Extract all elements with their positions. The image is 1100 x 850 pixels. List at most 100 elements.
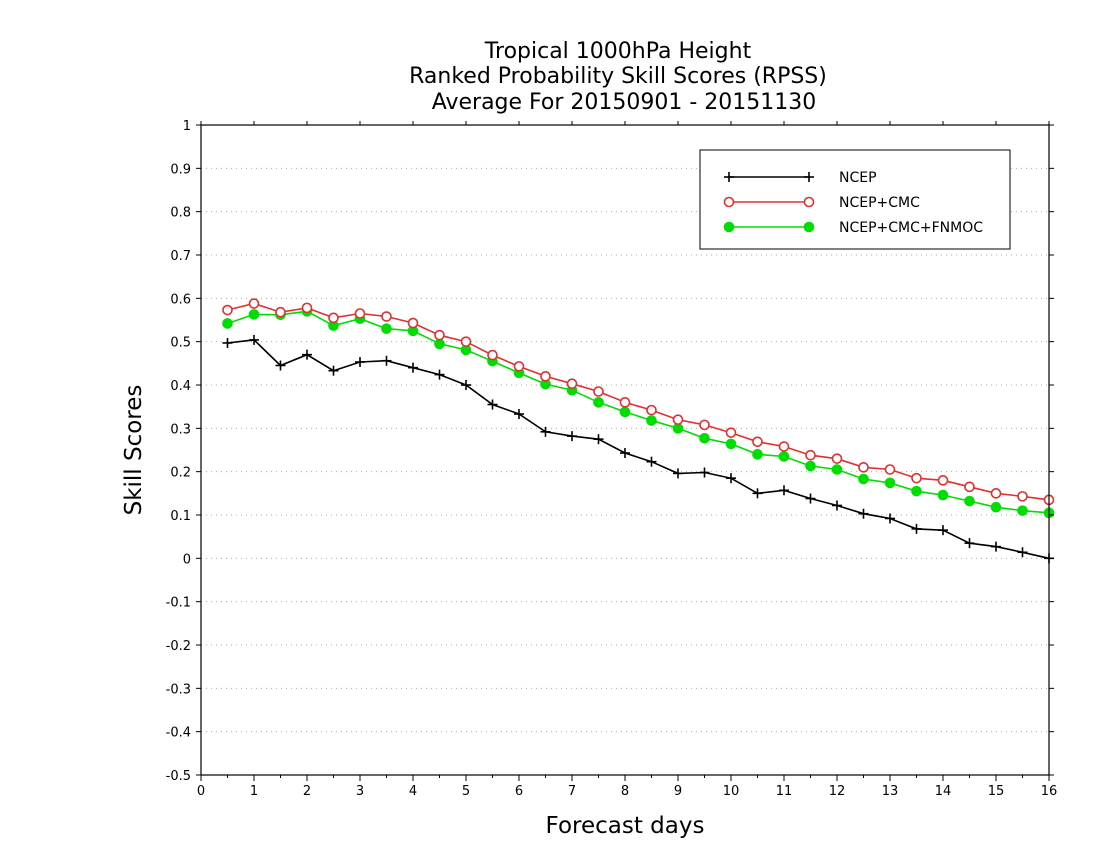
- x-tick-label: 14: [935, 784, 952, 799]
- data-point-ncep: [779, 485, 789, 496]
- data-point-ncep-cmc-fnmoc: [805, 460, 816, 472]
- axes: -0.5 -0.4 -0.3 -0.2 -0.1 0 0.1 0.2 0.3 0.4 0.5 0.6 0…: [166, 119, 1058, 799]
- data-point-ncep-cmc-fnmoc: [990, 501, 1002, 513]
- y-tick-label: 0.4: [170, 379, 191, 394]
- y-tick-label: -0.4: [166, 726, 191, 741]
- legend-item-ncep: NCEP: [724, 170, 877, 186]
- legend-item-ncep-cmc-fnmoc: NCEP+CMC+FNMOC: [723, 220, 983, 236]
- x-axis-label: Forecast days: [546, 813, 705, 839]
- x-tick-label: 5: [462, 784, 470, 799]
- data-point-ncep-cmc-fnmoc: [222, 318, 233, 329]
- data-point-ncep-cmc-fnmoc: [646, 415, 657, 426]
- y-tick-label: 0.1: [170, 509, 191, 524]
- data-point-ncep-cmc-fnmoc: [1017, 505, 1028, 516]
- data-point-ncep-cmc: [513, 361, 525, 372]
- data-point-ncep: [567, 431, 577, 442]
- data-point-ncep-cmc-fnmoc: [937, 489, 949, 501]
- data-point-ncep: [540, 426, 551, 437]
- data-point-ncep: [434, 369, 445, 380]
- data-point-ncep: [911, 523, 922, 534]
- data-point-ncep-cmc: [778, 441, 790, 452]
- data-point-ncep: [1017, 547, 1028, 558]
- data-point-ncep: [673, 468, 683, 479]
- data-point-ncep-cmc-fnmoc: [911, 485, 922, 497]
- legend-marker-start: [724, 172, 734, 182]
- title-line-1: Tropical 1000hPa Height: [484, 39, 752, 64]
- x-tick-label: 13: [882, 784, 899, 799]
- legend-marker-end: [803, 221, 815, 233]
- data-point-ncep-cmc: [725, 427, 737, 438]
- data-point-ncep: [302, 349, 312, 360]
- data-point-ncep-cmc: [434, 329, 445, 341]
- data-point-ncep: [355, 357, 365, 368]
- data-point-ncep: [487, 399, 498, 410]
- legend-marker-end: [803, 196, 815, 208]
- data-point-ncep: [275, 360, 286, 371]
- data-point-ncep-cmc: [248, 298, 260, 309]
- data-point-ncep-cmc: [566, 378, 578, 390]
- data-point-ncep-cmc: [328, 312, 339, 324]
- series-line-ncep-cmc-fnmoc: [227, 310, 1050, 514]
- data-point-ncep-cmc: [301, 302, 313, 314]
- y-tick-label: 0.6: [170, 292, 191, 307]
- x-tick-label: 12: [829, 784, 846, 799]
- chart-title: Tropical 1000hPa Height Ranked Probabili…: [409, 39, 827, 115]
- data-point-ncep: [222, 337, 233, 348]
- legend-marker-start: [723, 196, 735, 208]
- data-point-ncep-cmc: [593, 386, 604, 397]
- data-point-ncep-cmc-fnmoc: [672, 423, 684, 434]
- x-tick-label: 10: [723, 784, 740, 799]
- x-tick-label: 15: [988, 784, 1005, 799]
- data-point-ncep-cmc-fnmoc: [884, 477, 896, 489]
- title-line-2: Ranked Probability Skill Scores (RPSS): [409, 64, 827, 89]
- y-tick-label: -0.1: [166, 596, 191, 611]
- y-tick-label: -0.2: [166, 639, 191, 654]
- data-point-ncep: [461, 380, 471, 390]
- data-point-ncep-cmc-fnmoc: [699, 433, 710, 444]
- data-point-ncep-cmc-fnmoc: [858, 473, 869, 485]
- data-point-ncep: [726, 473, 736, 484]
- data-point-ncep: [514, 409, 524, 420]
- data-point-ncep-cmc: [354, 308, 366, 319]
- data-point-ncep: [885, 513, 895, 524]
- y-tick-label: 0.9: [170, 162, 191, 177]
- data-point-ncep: [328, 365, 339, 376]
- data-point-ncep-cmc: [1017, 491, 1028, 502]
- x-tick-label: 0: [197, 784, 205, 799]
- data-point-ncep-cmc: [407, 317, 419, 329]
- data-point-ncep-cmc: [937, 475, 949, 486]
- data-point-ncep: [646, 456, 657, 467]
- y-tick-label: 0.3: [170, 422, 191, 437]
- x-tick-label: 4: [409, 784, 417, 799]
- legend-label-ncep-cmc: NCEP+CMC: [839, 195, 920, 211]
- data-point-ncep-cmc-fnmoc: [752, 449, 763, 460]
- y-tick-label: 0.5: [170, 336, 191, 351]
- y-tick-label: 0: [183, 552, 191, 567]
- data-point-ncep: [249, 334, 259, 345]
- x-tick-label: 8: [621, 784, 629, 799]
- y-axis-label: Skill Scores: [121, 385, 147, 516]
- legend-box: [699, 149, 1011, 250]
- y-tick-label: 0.2: [170, 466, 191, 481]
- data-point-ncep: [805, 493, 816, 504]
- series-line-ncep: [227, 339, 1050, 560]
- data-point-ncep-cmc: [646, 404, 657, 416]
- series-layer: [222, 298, 1055, 564]
- x-tick-label: 1: [250, 784, 258, 799]
- data-point-ncep: [699, 467, 710, 478]
- data-point-ncep: [938, 525, 948, 536]
- x-tick-label: 6: [515, 784, 523, 799]
- data-point-ncep: [593, 434, 604, 445]
- data-point-ncep-cmc: [752, 436, 763, 448]
- data-point-ncep-cmc: [831, 453, 843, 464]
- legend: NCEP NCEP+CMC NCEP+CMC+FNMOC: [699, 149, 1011, 250]
- legend-marker-start: [723, 221, 735, 233]
- data-point-ncep-cmc-fnmoc: [964, 495, 975, 507]
- data-point-ncep: [858, 508, 869, 519]
- data-point-ncep-cmc: [911, 472, 922, 484]
- x-tick-label: 16: [1041, 784, 1058, 799]
- series-line-ncep-cmc: [227, 302, 1050, 501]
- x-tick-label: 7: [568, 784, 576, 799]
- y-tick-label: 1: [183, 119, 191, 134]
